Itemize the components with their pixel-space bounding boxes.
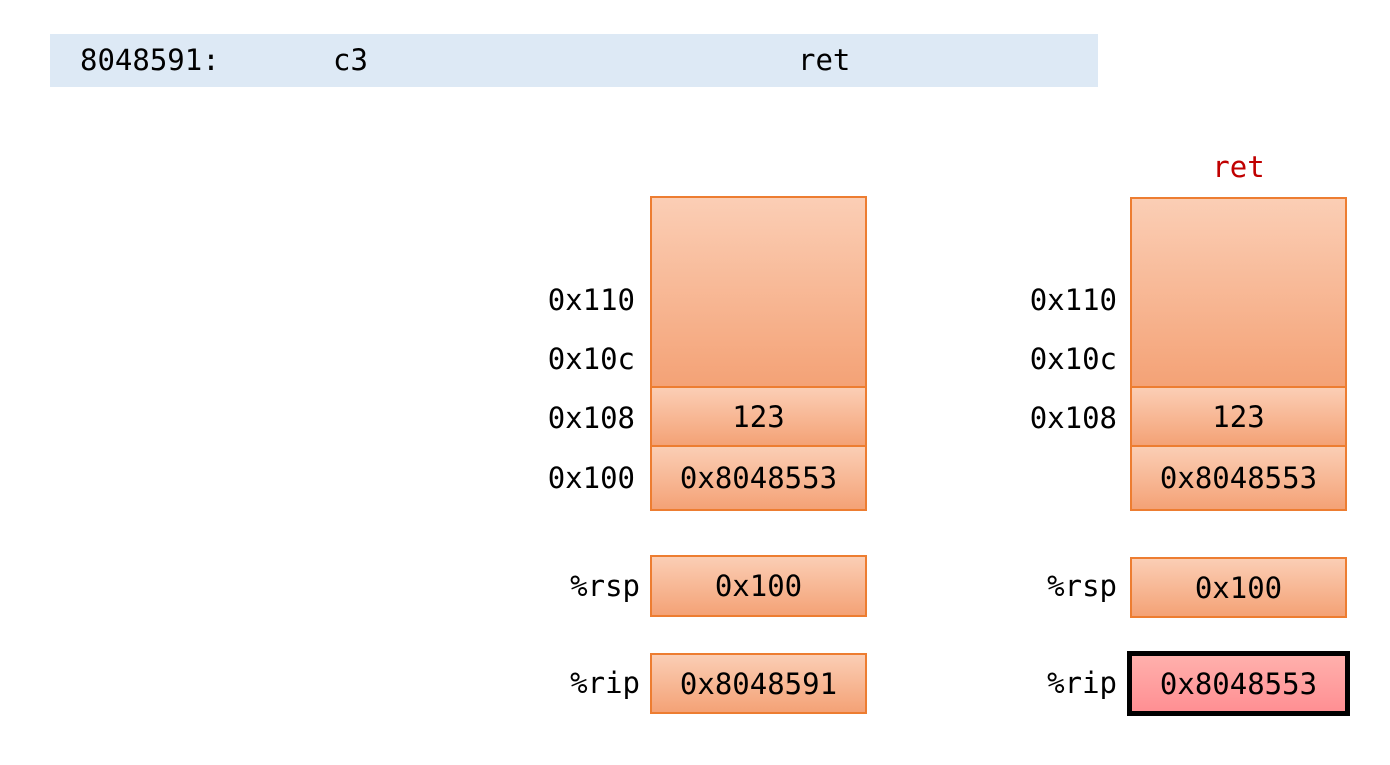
asm-opcode-bytes: c3	[333, 43, 368, 77]
stack-address-label: 0x108	[1029, 401, 1117, 435]
register-value-rip: 0x8048591	[650, 653, 867, 714]
stack-cell: 123	[650, 386, 867, 447]
register-value-rsp: 0x100	[650, 555, 867, 617]
stack-address-label: 0x100	[547, 461, 635, 495]
stack-cell-filler	[650, 196, 867, 388]
register-name-rsp: %rsp	[570, 569, 640, 603]
assembly-listing-bar: 8048591: c3 ret	[50, 34, 1098, 87]
stack-address-label: 0x10c	[1029, 342, 1117, 376]
register-value-rip-highlighted: 0x8048553	[1127, 651, 1350, 716]
register-name-rip: %rip	[570, 666, 640, 700]
stack-cell-return-address: 0x8048553	[650, 445, 867, 511]
register-value-rsp: 0x100	[1130, 557, 1347, 618]
stack-address-label: 0x10c	[547, 342, 635, 376]
instruction-title: ret	[1212, 150, 1265, 184]
stack-address-label: 0x110	[1029, 283, 1117, 317]
asm-address: 8048591:	[80, 43, 220, 77]
stack-cell-return-address: 0x8048553	[1130, 445, 1347, 511]
register-name-rip: %rip	[1047, 666, 1117, 700]
stack-cell: 123	[1130, 386, 1347, 447]
stack-address-label: 0x110	[547, 283, 635, 317]
stack-address-label: 0x108	[547, 401, 635, 435]
asm-mnemonic: ret	[798, 43, 851, 77]
register-name-rsp: %rsp	[1047, 569, 1117, 603]
stack-cell-filler	[1130, 197, 1347, 388]
